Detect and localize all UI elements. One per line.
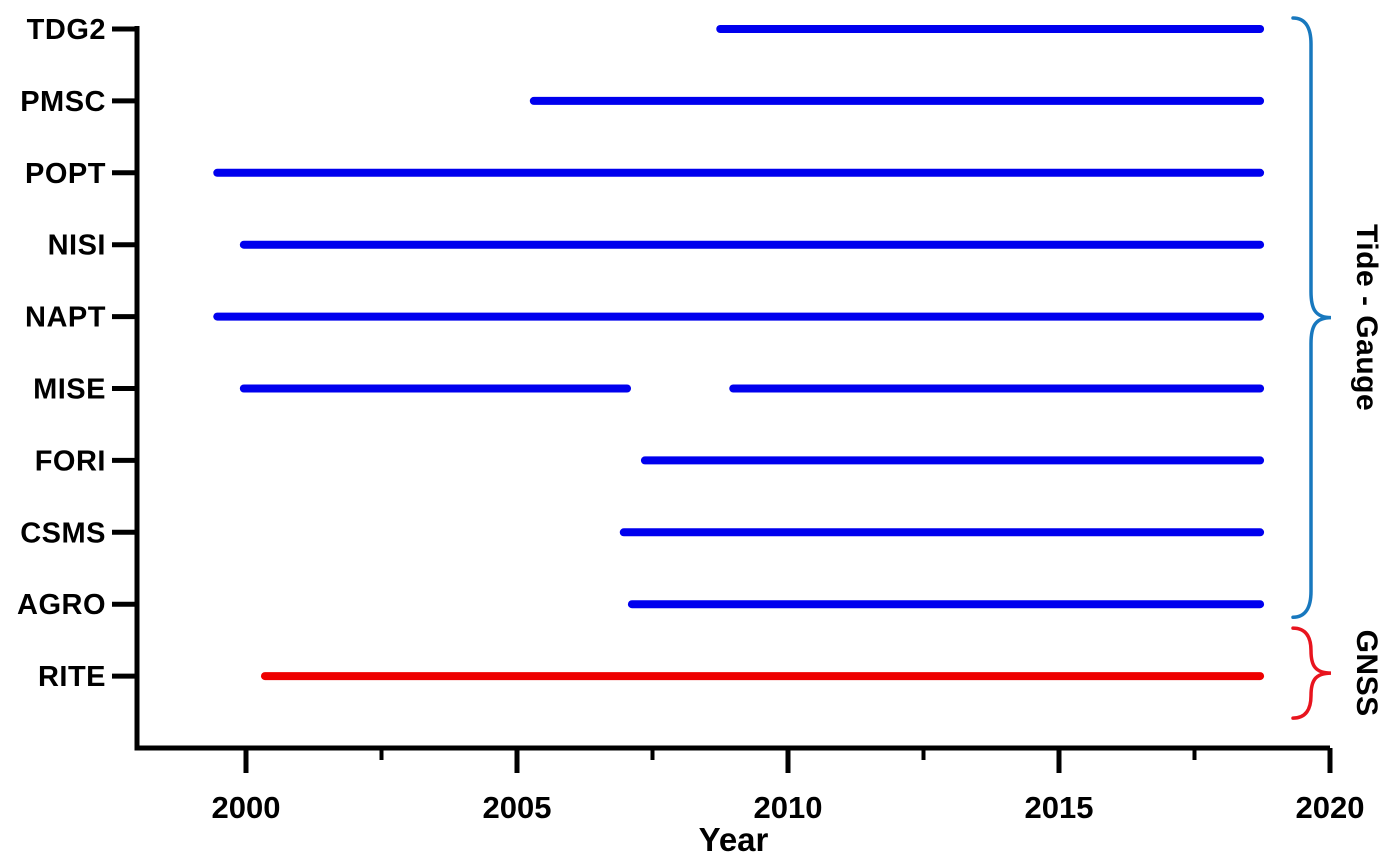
row-label-nisi: NISI: [48, 230, 106, 262]
x-tick-label-2005: 2005: [483, 790, 552, 825]
row-label-napt: NAPT: [25, 302, 106, 334]
x-tick-label-2000: 2000: [212, 790, 281, 825]
x-tick-label-2010: 2010: [754, 790, 823, 825]
row-label-tdg2: TDG2: [27, 14, 106, 46]
row-label-mise: MISE: [33, 374, 106, 406]
row-label-fori: FORI: [35, 445, 106, 477]
row-label-popt: POPT: [25, 158, 106, 190]
row-label-csms: CSMS: [20, 517, 106, 549]
x-tick-label-2015: 2015: [1025, 790, 1094, 825]
gnss-brace: [1291, 626, 1332, 720]
group-label-gnss: GNSS: [1350, 630, 1380, 717]
tide-gauge-brace: [1291, 16, 1332, 619]
x-tick-label-2020: 2020: [1296, 790, 1365, 825]
row-label-rite: RITE: [38, 661, 106, 693]
x-axis-title: Year: [699, 821, 769, 858]
row-label-agro: AGRO: [17, 589, 106, 621]
axis-frame: [134, 26, 1330, 751]
group-label-tide-gauge: Tide - Gauge: [1350, 224, 1380, 411]
row-label-pmsc: PMSC: [20, 86, 106, 118]
